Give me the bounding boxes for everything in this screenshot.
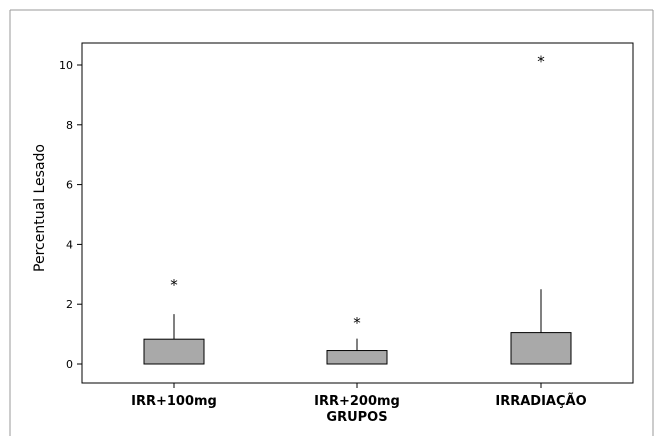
box-0 [143,338,205,365]
x-tick-label-1: IRR+200mg [314,394,400,409]
y-tick-label-2: 2 [66,298,73,311]
x-tick-label-2: IRRADIAÇÃO [495,393,586,409]
y-tick-label-10: 10 [59,59,73,72]
y-tick-label-8: 8 [66,119,73,132]
x-axis-label: GRUPOS [326,410,387,425]
y-axis-label: Percentual Lesado [32,144,48,272]
outlier-0-0: * [170,276,178,294]
y-tick-label-0: 0 [66,358,73,371]
box-2 [510,332,572,365]
box-1 [326,350,388,365]
y-tick-label-6: 6 [66,179,73,192]
y-tick-label-4: 4 [66,238,73,251]
outlier-1-0: * [353,314,361,332]
x-tick-label-0: IRR+100mg [131,394,217,409]
outlier-2-0: * [537,53,545,71]
chart-marks: 0 2 4 6 8 10 IRR+100mg IRR+200mg IRRADIAÇÃO * * * [59,53,587,409]
